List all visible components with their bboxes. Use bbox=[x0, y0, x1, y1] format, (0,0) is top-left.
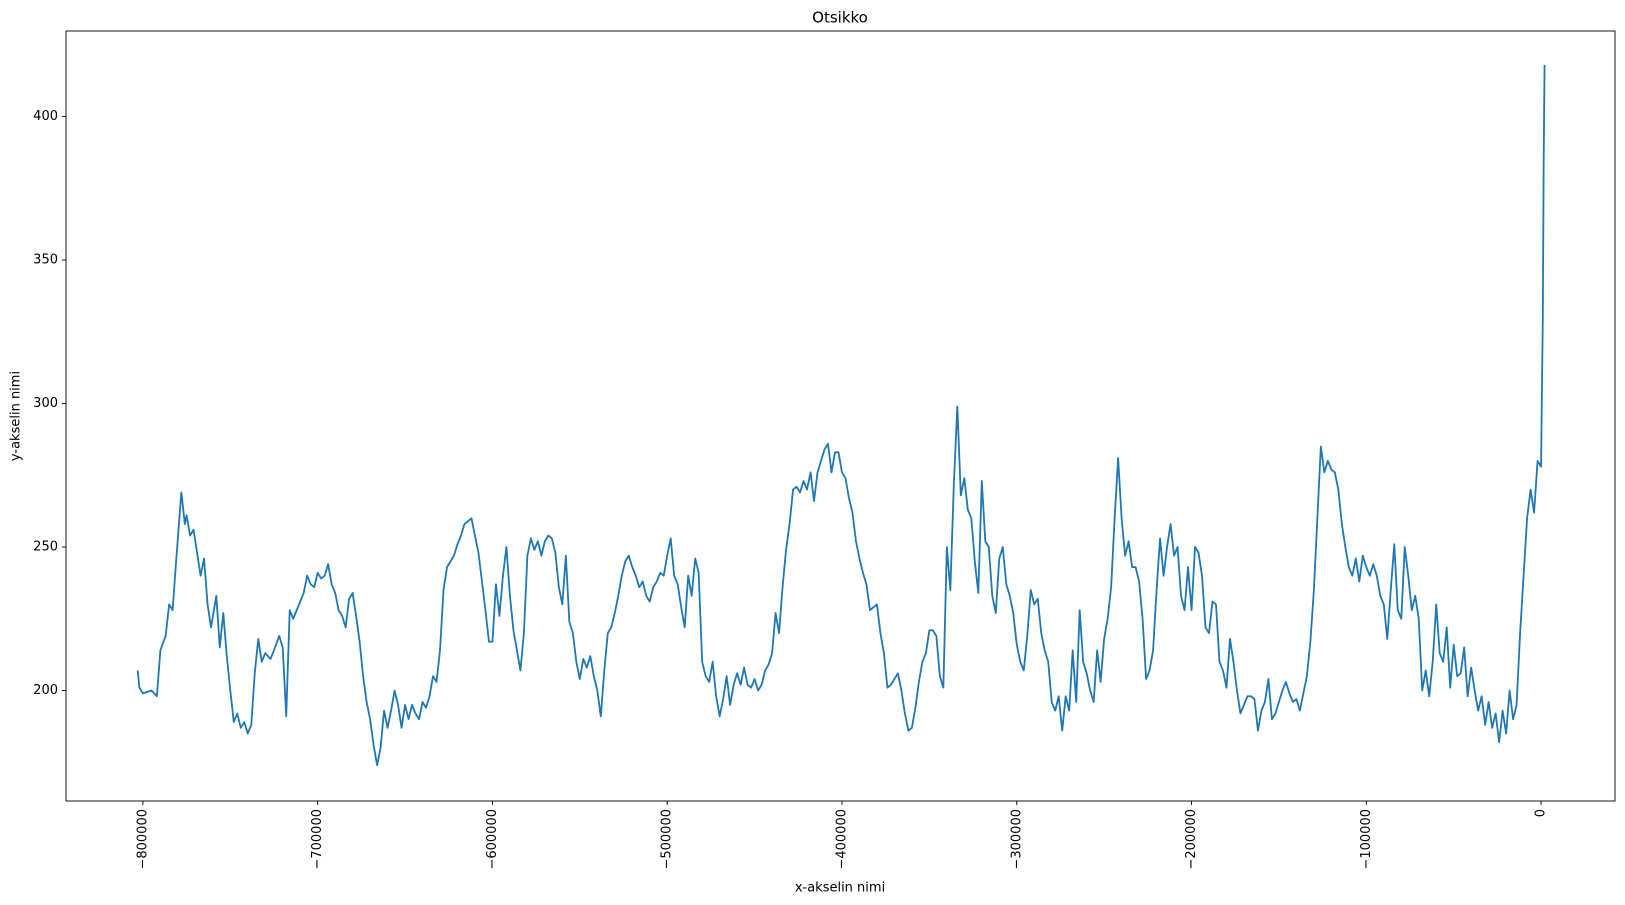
y-tick-label: 250 bbox=[33, 540, 58, 555]
x-tick-label: 0 bbox=[1534, 809, 1549, 817]
x-axis-label: x-akselin nimi bbox=[795, 881, 885, 896]
x-tick-label: −500000 bbox=[660, 809, 675, 870]
y-tick-label: 400 bbox=[33, 109, 58, 124]
x-tick-label: −800000 bbox=[135, 809, 150, 870]
x-tick-label: −200000 bbox=[1184, 809, 1199, 870]
plot-frame bbox=[65, 30, 1616, 802]
x-tick-label: −600000 bbox=[485, 809, 500, 870]
x-tick-label: −700000 bbox=[310, 809, 325, 870]
y-axis-label: y-akselin nimi bbox=[9, 371, 24, 461]
x-tick-label: −400000 bbox=[834, 809, 849, 870]
data-line bbox=[136, 64, 1546, 767]
x-tick-label: −100000 bbox=[1359, 809, 1374, 870]
chart-title: Otsikko bbox=[812, 9, 868, 27]
y-tick-label: 350 bbox=[33, 253, 58, 268]
y-tick-label: 200 bbox=[33, 683, 58, 698]
y-tick-label: 300 bbox=[33, 396, 58, 411]
x-tick-label: −300000 bbox=[1009, 809, 1024, 870]
